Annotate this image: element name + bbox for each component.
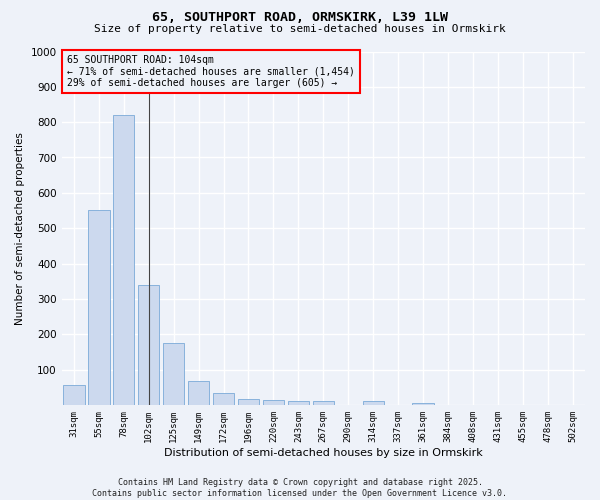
Bar <box>263 400 284 405</box>
Bar <box>113 115 134 405</box>
Bar <box>88 210 110 405</box>
Text: 65 SOUTHPORT ROAD: 104sqm
← 71% of semi-detached houses are smaller (1,454)
29% : 65 SOUTHPORT ROAD: 104sqm ← 71% of semi-… <box>67 55 355 88</box>
Bar <box>213 393 234 405</box>
Text: 65, SOUTHPORT ROAD, ORMSKIRK, L39 1LW: 65, SOUTHPORT ROAD, ORMSKIRK, L39 1LW <box>152 11 448 24</box>
Y-axis label: Number of semi-detached properties: Number of semi-detached properties <box>15 132 25 324</box>
Bar <box>238 399 259 405</box>
Bar <box>138 286 160 405</box>
Bar <box>64 386 85 405</box>
Bar <box>412 403 434 405</box>
Bar <box>163 343 184 405</box>
X-axis label: Distribution of semi-detached houses by size in Ormskirk: Distribution of semi-detached houses by … <box>164 448 482 458</box>
Text: Size of property relative to semi-detached houses in Ormskirk: Size of property relative to semi-detach… <box>94 24 506 34</box>
Bar <box>313 400 334 405</box>
Bar <box>188 381 209 405</box>
Bar <box>362 400 384 405</box>
Bar <box>288 400 309 405</box>
Text: Contains HM Land Registry data © Crown copyright and database right 2025.
Contai: Contains HM Land Registry data © Crown c… <box>92 478 508 498</box>
